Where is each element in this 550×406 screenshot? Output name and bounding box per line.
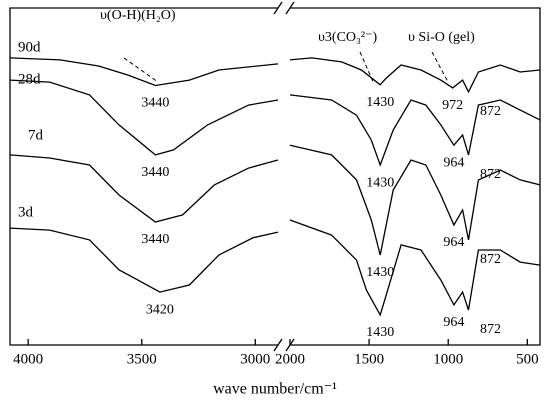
- axis-break: [273, 1, 295, 352]
- annotation: υ3(CO₃²⁻): [318, 30, 378, 45]
- frame-left: [9, 7, 278, 346]
- frame-right: [290, 7, 541, 346]
- x2-tick-label: 1500: [354, 351, 384, 367]
- x-tick-label: 3000: [240, 351, 270, 367]
- peak-label: 3440: [141, 232, 169, 247]
- peak-label: 1430: [366, 325, 394, 340]
- peak-label: 1430: [366, 95, 394, 110]
- peak-label: 972: [442, 98, 463, 113]
- series-label: 7d: [28, 127, 44, 143]
- peak-label: 872: [480, 104, 501, 119]
- spectrum-line: [9, 219, 541, 317]
- spectrum-line: [9, 144, 541, 256]
- x2-tick-label: 2000: [275, 351, 305, 367]
- peak-label: 964: [443, 155, 464, 170]
- peak-label: 964: [443, 235, 464, 250]
- x-tick-label: 4000: [13, 351, 43, 367]
- annotation: υ Si-O (gel): [408, 30, 475, 45]
- peak-label: 964: [443, 315, 464, 330]
- spectrum-line: [9, 57, 541, 94]
- annotation-line: [123, 57, 159, 83]
- x-axis-label: wave number/cm⁻¹: [213, 381, 337, 398]
- peak-label: 3440: [141, 165, 169, 180]
- peak-label: 1430: [366, 175, 394, 190]
- frame: [9, 1, 541, 352]
- annotation: υ(O-H)(H₂O): [100, 8, 176, 23]
- series-label: 90d: [18, 39, 41, 55]
- series-label: 28d: [18, 71, 41, 87]
- x2-tick-label: 1000: [433, 351, 463, 367]
- series-label: 3d: [18, 204, 34, 220]
- x2-tick-label: 500: [516, 351, 539, 367]
- peak-label: 872: [480, 322, 501, 337]
- annotation-line: [431, 51, 449, 83]
- peak-label: 1430: [366, 265, 394, 280]
- peak-label: 3440: [141, 96, 169, 111]
- annotation-line: [359, 51, 375, 85]
- peak-label: 3420: [146, 302, 174, 317]
- x-tick-label: 3500: [127, 351, 157, 367]
- peak-label: 872: [480, 252, 501, 267]
- spectrum-line: [9, 79, 541, 167]
